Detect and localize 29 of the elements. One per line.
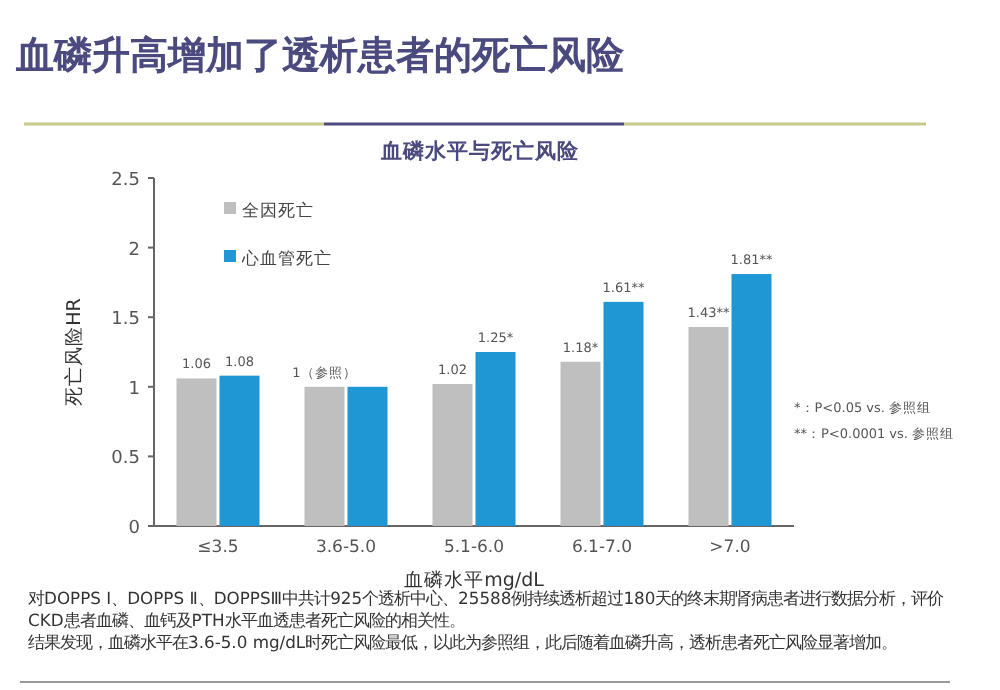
y-tick-label: 1 [128, 379, 140, 400]
legend-label: 全因死亡 [242, 200, 314, 222]
x-tick-label: 6.1-7.0 [571, 538, 633, 558]
x-tick-label: 3.6-5.0 [315, 538, 377, 558]
chart-subtitle: 血磷水平与死亡风险 [379, 138, 581, 164]
x-tick-label: >7.0 [709, 538, 751, 558]
bar [432, 384, 473, 526]
y-tick-label: 2 [128, 240, 140, 261]
bar [304, 386, 345, 526]
bar [475, 352, 516, 526]
bar [347, 386, 388, 526]
bar [603, 301, 644, 526]
bar [219, 375, 260, 526]
text: 对DOPPS Ⅰ、DOPPS Ⅱ、DOPPSⅢ中共计925个透析中心、25588例持续透析超过180天的终末期肾病患者进行数据分析，评价CKD患者血磷、血钙及PTH水平血透患者死亡风险的相关性。 [28, 588, 946, 632]
y-tick-label: 1.5 [111, 310, 140, 331]
bar [731, 274, 772, 526]
x-axis-title: 血磷水平mg/dL [404, 568, 546, 592]
chart-title: 血磷升高增加了透析患者的死亡风险 [14, 34, 626, 78]
y-tick-label: 0 [128, 519, 141, 539]
x-tick-label: ≤3.5 [197, 538, 239, 558]
y-tick-label: 2.5 [111, 171, 140, 191]
text: 结果发现，血磷水平在3.6-5.0 mg/dL时死亡风险最低，以此为参照组，此后随着血磷升高，透析患者死亡风险显著增加。 [28, 632, 900, 654]
bar [176, 378, 217, 526]
y-axis-title: 死亡风险HR [62, 297, 86, 406]
legend-label: 心血管死亡 [240, 248, 332, 270]
bar [560, 361, 601, 526]
y-tick-label: 0.5 [111, 449, 140, 470]
bar [688, 326, 729, 526]
x-tick-label: 5.1-6.0 [443, 538, 505, 558]
